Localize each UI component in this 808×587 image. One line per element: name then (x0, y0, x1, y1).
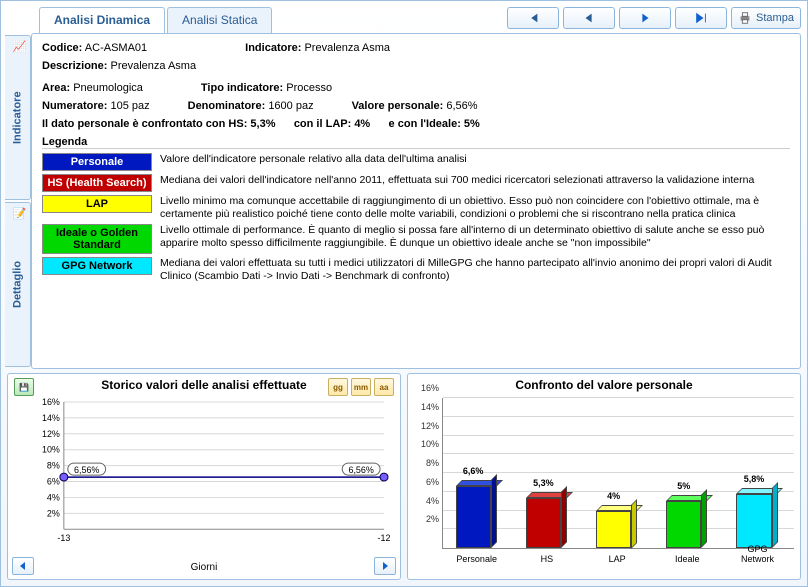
legend-row: HS (Health Search) Mediana dei valori del… (42, 174, 790, 192)
playback-toolbar: Stampa (507, 7, 801, 29)
prev-button[interactable] (563, 7, 615, 29)
sidetab-dettaglio[interactable]: Dettaglio 📝 (5, 202, 31, 367)
codice-label: Codice: (42, 42, 82, 54)
legend-desc: Mediana dei valori dell'indicatore nell'… (160, 174, 790, 187)
svg-text:-13: -13 (57, 533, 70, 543)
area-value: Pneumologica (73, 82, 143, 94)
view-aa-button[interactable]: aa (374, 378, 394, 396)
bar: 5,8%GPG Network (736, 494, 771, 548)
numeratore-label: Numeratore: (42, 100, 107, 112)
print-button[interactable]: Stampa (731, 7, 801, 29)
indicatore-value: Prevalenza Asma (304, 42, 390, 54)
side-tabs: Indicatore 📈 Dettaglio 📝 (5, 35, 31, 369)
svg-text:12%: 12% (42, 429, 60, 439)
view-mm-button[interactable]: mm (351, 378, 371, 396)
print-icon (738, 11, 752, 25)
line-plot: 2% 4% 6% 8% 10% 12% 14% 16% -13 -12 6,56% 6,56% (36, 398, 394, 547)
main-tabs: Analisi Dinamica Analisi Statica (39, 7, 274, 33)
line-chart: 💾 gg mm aa Storico valori delle analisi … (7, 373, 401, 580)
codice-value: AC-ASMA01 (85, 42, 147, 54)
bar: 5%Ideale (666, 501, 701, 548)
legend: Personale Valore dell'indicatore personal… (42, 153, 790, 284)
bar: 6,6%Personale (456, 486, 491, 548)
legend-row: Personale Valore dell'indicatore personal… (42, 153, 790, 171)
svg-text:-12: -12 (378, 533, 391, 543)
valpers-value: 6,56% (446, 100, 477, 112)
numeratore-value: 105 paz (110, 100, 149, 112)
confronto-line: Il dato personale è confrontato con HS: … (42, 118, 480, 130)
area-label: Area: (42, 82, 70, 94)
svg-text:8%: 8% (47, 461, 60, 471)
chart-icon: 📈 (10, 40, 26, 56)
legend-chip: GPG Network (42, 257, 152, 275)
tipo-label: Tipo indicatore: (201, 82, 283, 94)
last-button[interactable] (675, 7, 727, 29)
svg-text:14%: 14% (42, 413, 60, 423)
note-icon: 📝 (10, 207, 26, 223)
legend-desc: Livello minimo ma comunque accettabile d… (160, 195, 790, 221)
valpers-label: Valore personale: (352, 100, 444, 112)
legend-chip: HS (Health Search) (42, 174, 152, 192)
legend-row: GPG Network Mediana dei valori effettuata… (42, 257, 790, 283)
indicatore-label: Indicatore: (245, 42, 301, 54)
legend-desc: Valore dell'indicatore personale relativ… (160, 153, 790, 166)
legend-row: Ideale o Golden Standard Livello ottimale… (42, 224, 790, 254)
svg-text:6,56%: 6,56% (348, 465, 373, 475)
print-label: Stampa (756, 12, 794, 24)
svg-text:10%: 10% (42, 445, 60, 455)
svg-text:16%: 16% (42, 398, 60, 407)
bar: 4%LAP (596, 511, 631, 549)
bar-plot: 2%4%6%8%10%12%14%16%6,6%Personale5,3%HS4… (442, 398, 794, 549)
denominatore-label: Denominatore: (188, 100, 266, 112)
descrizione-value: Prevalenza Asma (110, 60, 196, 72)
svg-text:6,56%: 6,56% (74, 465, 99, 475)
bar: 5,3%HS (526, 498, 561, 548)
legend-chip: Personale (42, 153, 152, 171)
legend-chip: Ideale o Golden Standard (42, 224, 152, 254)
legend-row: LAP Livello minimo ma comunque accettabil… (42, 195, 790, 221)
chart-next-button[interactable] (374, 557, 396, 575)
denominatore-value: 1600 paz (268, 100, 313, 112)
tab-static[interactable]: Analisi Statica (167, 7, 272, 33)
line-xlabel: Giorni (8, 562, 400, 573)
legend-chip: LAP (42, 195, 152, 213)
save-icon[interactable]: 💾 (14, 378, 34, 396)
svg-text:2%: 2% (47, 508, 60, 518)
bar-chart: Confronto del valore personale 2%4%6%8%1… (407, 373, 801, 580)
svg-text:6%: 6% (47, 477, 60, 487)
svg-text:4%: 4% (47, 492, 60, 502)
chart-prev-button[interactable] (12, 557, 34, 575)
legend-desc: Livello ottimale di performance. È quant… (160, 224, 790, 250)
play-button[interactable] (619, 7, 671, 29)
tipo-value: Processo (286, 82, 332, 94)
legend-title: Legenda (42, 136, 790, 149)
tab-dynamic[interactable]: Analisi Dinamica (39, 7, 165, 33)
bar-chart-title: Confronto del valore personale (414, 378, 794, 392)
sidetab-indicatore[interactable]: Indicatore 📈 (5, 35, 31, 200)
first-button[interactable] (507, 7, 559, 29)
descrizione-label: Descrizione: (42, 60, 107, 72)
view-gg-button[interactable]: gg (328, 378, 348, 396)
legend-desc: Mediana dei valori effettuata su tutti i… (160, 257, 790, 283)
info-panel: Codice: AC-ASMA01 Indicatore: Prevalenza… (31, 33, 801, 369)
